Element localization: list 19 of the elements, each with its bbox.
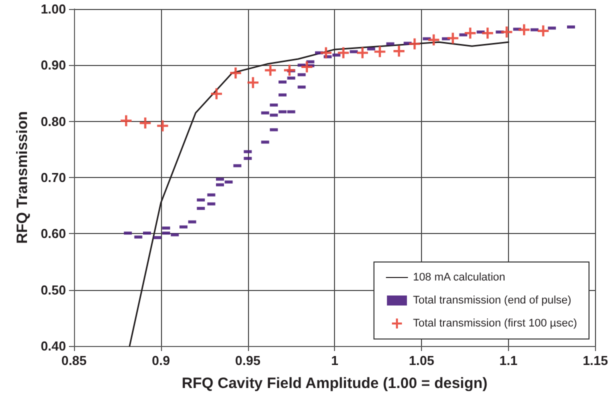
y-tick-label: 0.80 <box>40 114 66 129</box>
x-axis-title: RFQ Cavity Field Amplitude (1.00 = design) <box>182 375 488 392</box>
x-tick-label: 1.15 <box>582 353 608 368</box>
legend-label: Total transmission (first 100 µsec) <box>412 318 578 330</box>
y-tick-label: 0.50 <box>40 282 66 298</box>
x-tick-label: 1 <box>331 353 338 368</box>
x-tick-label: 0.95 <box>235 353 260 368</box>
x-tick-label: 0.9 <box>152 353 170 368</box>
y-tick-label: 0.40 <box>40 338 66 354</box>
legend-label: 108 mA calculation <box>412 272 506 284</box>
x-tick-label: 1.05 <box>408 353 434 368</box>
y-tick-label: 0.70 <box>40 170 66 185</box>
y-tick-label: 0.60 <box>40 226 66 242</box>
x-tick-label: 0.85 <box>61 353 87 368</box>
y-axis-title: RFQ Transmission <box>14 111 31 244</box>
x-tick-label: 1.1 <box>499 353 518 368</box>
legend-label: Total transmission (end of pulse) <box>412 294 572 306</box>
y-tick-label: 1.00 <box>40 2 66 16</box>
y-tick-label: 0.90 <box>40 58 66 73</box>
